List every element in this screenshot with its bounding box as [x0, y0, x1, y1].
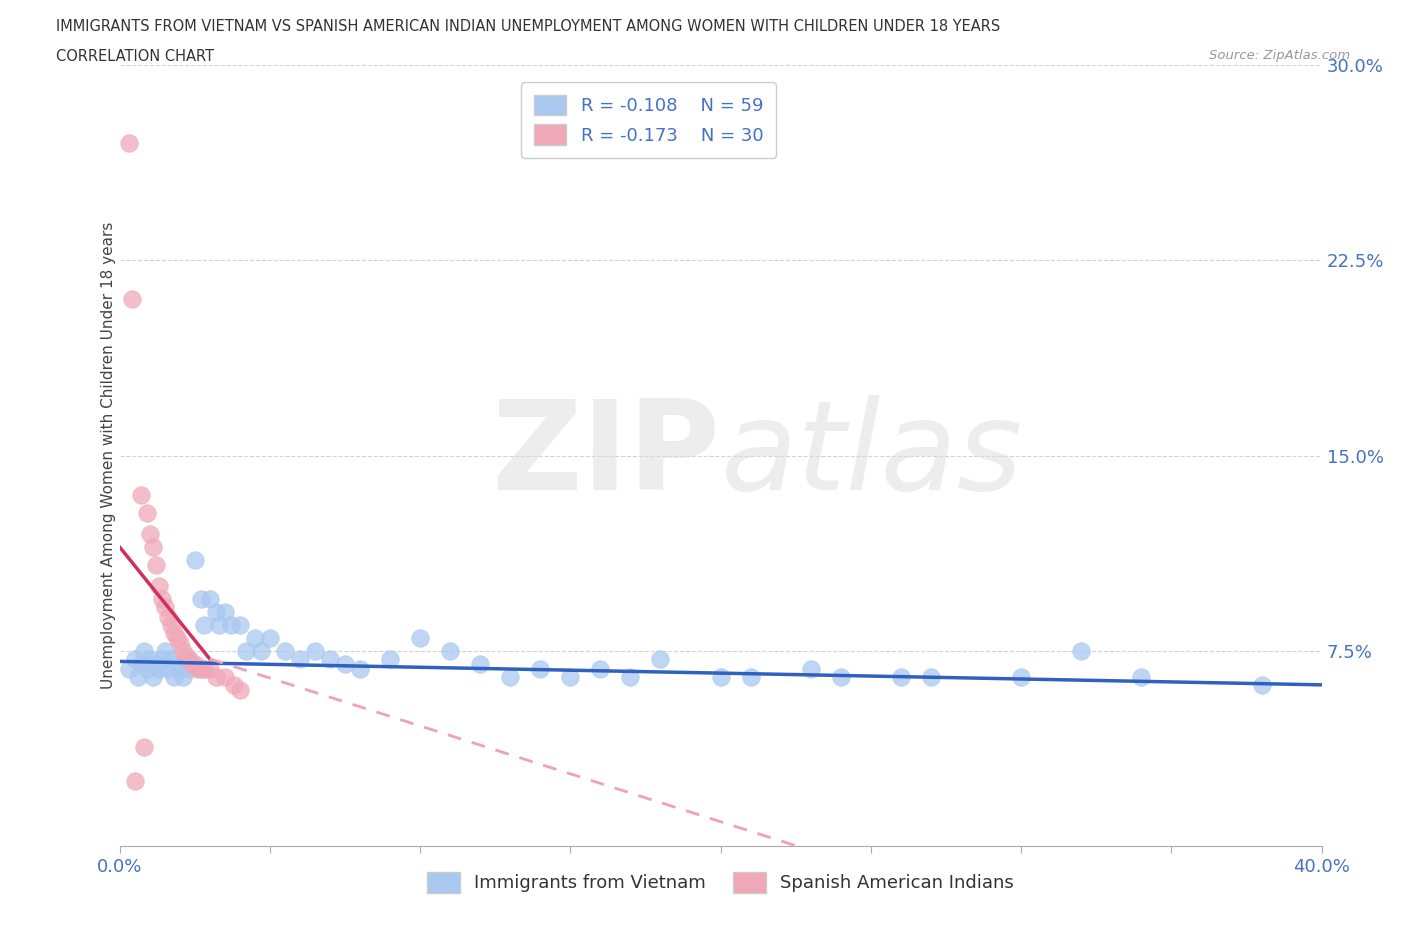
- Point: [468, 657, 492, 671]
- Point: [159, 618, 181, 632]
- Point: [193, 662, 215, 677]
- Point: [129, 657, 152, 671]
- Point: [214, 670, 236, 684]
- Point: [529, 662, 551, 677]
- Point: [204, 670, 226, 684]
- Point: [274, 644, 297, 658]
- Point: [132, 740, 155, 755]
- Point: [169, 662, 191, 677]
- Point: [228, 618, 252, 632]
- Point: [138, 651, 160, 666]
- Point: [204, 604, 226, 619]
- Point: [1130, 670, 1153, 684]
- Point: [499, 670, 522, 684]
- Point: [560, 670, 582, 684]
- Point: [409, 631, 432, 645]
- Point: [135, 506, 157, 521]
- Point: [166, 657, 188, 671]
- Point: [174, 649, 197, 664]
- Point: [890, 670, 912, 684]
- Point: [920, 670, 942, 684]
- Point: [187, 662, 209, 677]
- Text: atlas: atlas: [720, 395, 1022, 516]
- Point: [619, 670, 641, 684]
- Point: [129, 487, 152, 502]
- Point: [190, 662, 212, 677]
- Point: [150, 591, 173, 606]
- Point: [193, 618, 215, 632]
- Point: [378, 651, 401, 666]
- Point: [208, 618, 231, 632]
- Point: [1250, 677, 1272, 692]
- Point: [153, 644, 176, 658]
- Text: ZIP: ZIP: [492, 395, 720, 516]
- Point: [148, 578, 170, 593]
- Point: [142, 539, 165, 554]
- Point: [183, 657, 205, 671]
- Point: [172, 644, 194, 658]
- Point: [124, 774, 146, 789]
- Point: [156, 610, 179, 625]
- Point: [135, 662, 157, 677]
- Point: [709, 670, 731, 684]
- Point: [183, 552, 205, 567]
- Point: [243, 631, 266, 645]
- Point: [153, 599, 176, 614]
- Point: [117, 136, 139, 151]
- Text: IMMIGRANTS FROM VIETNAM VS SPANISH AMERICAN INDIAN UNEMPLOYMENT AMONG WOMEN WITH: IMMIGRANTS FROM VIETNAM VS SPANISH AMERI…: [56, 19, 1001, 33]
- Point: [333, 657, 356, 671]
- Point: [214, 604, 236, 619]
- Point: [121, 292, 143, 307]
- Point: [198, 662, 221, 677]
- Point: [127, 670, 149, 684]
- Point: [180, 657, 202, 671]
- Point: [830, 670, 852, 684]
- Point: [177, 662, 200, 677]
- Point: [740, 670, 762, 684]
- Point: [1010, 670, 1032, 684]
- Point: [1070, 644, 1092, 658]
- Point: [159, 651, 181, 666]
- Point: [650, 651, 672, 666]
- Point: [800, 662, 823, 677]
- Point: [124, 651, 146, 666]
- Point: [589, 662, 612, 677]
- Text: Source: ZipAtlas.com: Source: ZipAtlas.com: [1209, 49, 1350, 62]
- Point: [150, 651, 173, 666]
- Point: [219, 618, 242, 632]
- Point: [288, 651, 311, 666]
- Point: [166, 631, 188, 645]
- Point: [148, 662, 170, 677]
- Point: [138, 526, 160, 541]
- Point: [162, 625, 184, 640]
- Point: [249, 644, 271, 658]
- Point: [145, 657, 167, 671]
- Point: [304, 644, 326, 658]
- Point: [156, 662, 179, 677]
- Point: [190, 591, 212, 606]
- Point: [162, 670, 184, 684]
- Point: [235, 644, 257, 658]
- Point: [169, 636, 191, 651]
- Point: [177, 651, 200, 666]
- Y-axis label: Unemployment Among Women with Children Under 18 years: Unemployment Among Women with Children U…: [101, 222, 115, 689]
- Point: [174, 651, 197, 666]
- Legend: Immigrants from Vietnam, Spanish American Indians: Immigrants from Vietnam, Spanish America…: [420, 865, 1021, 899]
- Point: [132, 644, 155, 658]
- Point: [145, 558, 167, 573]
- Point: [117, 662, 139, 677]
- Point: [439, 644, 461, 658]
- Point: [349, 662, 371, 677]
- Point: [228, 683, 252, 698]
- Point: [222, 677, 245, 692]
- Point: [142, 670, 165, 684]
- Text: CORRELATION CHART: CORRELATION CHART: [56, 49, 214, 64]
- Point: [198, 591, 221, 606]
- Point: [172, 670, 194, 684]
- Point: [319, 651, 342, 666]
- Point: [259, 631, 281, 645]
